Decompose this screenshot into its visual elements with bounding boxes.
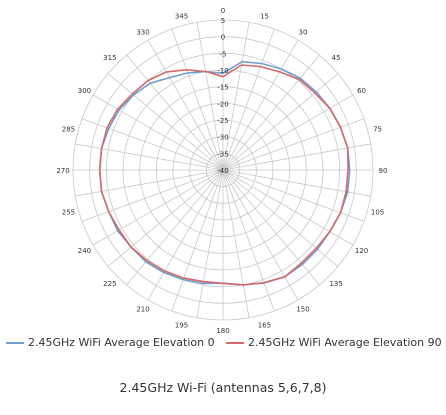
radial-tick-label: -25 bbox=[217, 117, 228, 125]
angle-tick-label: 30 bbox=[299, 28, 308, 36]
grid-spoke bbox=[222, 169, 275, 312]
grid-spoke bbox=[171, 28, 224, 171]
radial-tick-label: -5 bbox=[220, 50, 227, 58]
grid-spoke bbox=[92, 94, 224, 171]
grid-spoke bbox=[107, 73, 224, 171]
angle-tick-label: 210 bbox=[136, 306, 149, 314]
legend-label-elevation-0: 2.45GHz WiFi Average Elevation 0 bbox=[28, 336, 215, 349]
angle-tick-label: 105 bbox=[371, 208, 384, 216]
angle-tick-label: 90 bbox=[379, 167, 388, 175]
grid-spoke bbox=[147, 169, 224, 301]
grid-spoke bbox=[222, 169, 320, 286]
series-line-1 bbox=[98, 64, 349, 286]
angle-tick-label: 195 bbox=[175, 322, 188, 330]
angle-tick-label: 165 bbox=[258, 322, 271, 330]
angle-tick-label: 255 bbox=[62, 208, 75, 216]
angle-tick-label: 45 bbox=[332, 54, 341, 62]
angle-tick-label: 330 bbox=[136, 28, 149, 36]
angle-tick-label: 315 bbox=[103, 54, 116, 62]
legend-label-elevation-90: 2.45GHz WiFi Average Elevation 90 bbox=[248, 336, 442, 349]
angle-tick-label: 345 bbox=[175, 12, 188, 20]
grid-spoke bbox=[147, 39, 224, 171]
grid-spoke bbox=[126, 169, 224, 286]
legend-swatch-elevation-0 bbox=[6, 341, 24, 344]
grid-spoke bbox=[196, 22, 224, 171]
grid-spoke bbox=[222, 28, 275, 171]
radial-tick-label: -40 bbox=[217, 167, 228, 175]
series-layer bbox=[98, 60, 351, 286]
figure-caption: 2.45GHz Wi-Fi (antennas 5,6,7,8) bbox=[119, 380, 327, 395]
grid-spoke bbox=[222, 54, 320, 171]
axis-labels: 5 0 -5 -10 -15 -20 -25 -30 -35 -40 0 15 30 45 60 75 90 10… bbox=[56, 7, 387, 335]
angle-tick-label: 270 bbox=[56, 167, 69, 175]
polar-chart: 5 0 -5 -10 -15 -20 -25 -30 -35 -40 0 15 30 45 60 75 90 10… bbox=[56, 7, 387, 335]
grid-spoke bbox=[222, 73, 339, 171]
grid-spoke bbox=[222, 169, 354, 246]
grid-spoke bbox=[75, 169, 224, 197]
grid-spoke bbox=[92, 169, 224, 246]
angle-tick-label: 225 bbox=[103, 280, 116, 288]
grid-spoke bbox=[75, 143, 224, 171]
angle-tick-label: 285 bbox=[62, 126, 75, 134]
grid-spoke bbox=[126, 54, 224, 171]
angle-tick-label: 150 bbox=[296, 306, 309, 314]
angle-tick-label: 180 bbox=[216, 327, 229, 335]
grid-spoke bbox=[171, 169, 224, 312]
grid-spoke bbox=[222, 39, 299, 171]
legend: 2.45GHz WiFi Average Elevation 0 2.45GHz… bbox=[0, 336, 446, 354]
radial-tick-label: -30 bbox=[217, 134, 228, 142]
angle-tick-label: 135 bbox=[329, 280, 342, 288]
angle-tick-label: 120 bbox=[355, 247, 368, 255]
grid-spoke bbox=[81, 169, 224, 222]
grid-spoke bbox=[222, 94, 354, 171]
grid-spoke bbox=[196, 169, 224, 318]
legend-item-elevation-0: 2.45GHz WiFi Average Elevation 0 bbox=[6, 336, 215, 349]
grid-spoke bbox=[222, 22, 250, 171]
radial-tick-label: -35 bbox=[217, 150, 228, 158]
angle-tick-label: 60 bbox=[357, 87, 366, 95]
grid-spoke bbox=[107, 169, 224, 267]
radial-tick-label: -10 bbox=[217, 67, 228, 75]
radial-tick-label: -20 bbox=[217, 100, 228, 108]
grid-spoke bbox=[222, 169, 339, 267]
angle-tick-label: 300 bbox=[78, 87, 91, 95]
grid-spoke bbox=[222, 169, 250, 318]
radial-tick-label: -15 bbox=[217, 84, 228, 92]
angle-tick-label: 15 bbox=[260, 12, 269, 20]
grid-spoke bbox=[81, 118, 224, 171]
angle-tick-label: 0 bbox=[221, 7, 225, 15]
angle-tick-label: 75 bbox=[373, 126, 382, 134]
radial-tick-label: 0 bbox=[221, 34, 225, 42]
legend-swatch-elevation-90 bbox=[226, 341, 244, 344]
legend-item-elevation-90: 2.45GHz WiFi Average Elevation 90 bbox=[226, 336, 442, 349]
grid-spoke bbox=[222, 169, 299, 301]
angle-tick-label: 240 bbox=[78, 247, 91, 255]
grid-spoke bbox=[222, 143, 371, 171]
radial-tick-label: 5 bbox=[221, 17, 225, 25]
